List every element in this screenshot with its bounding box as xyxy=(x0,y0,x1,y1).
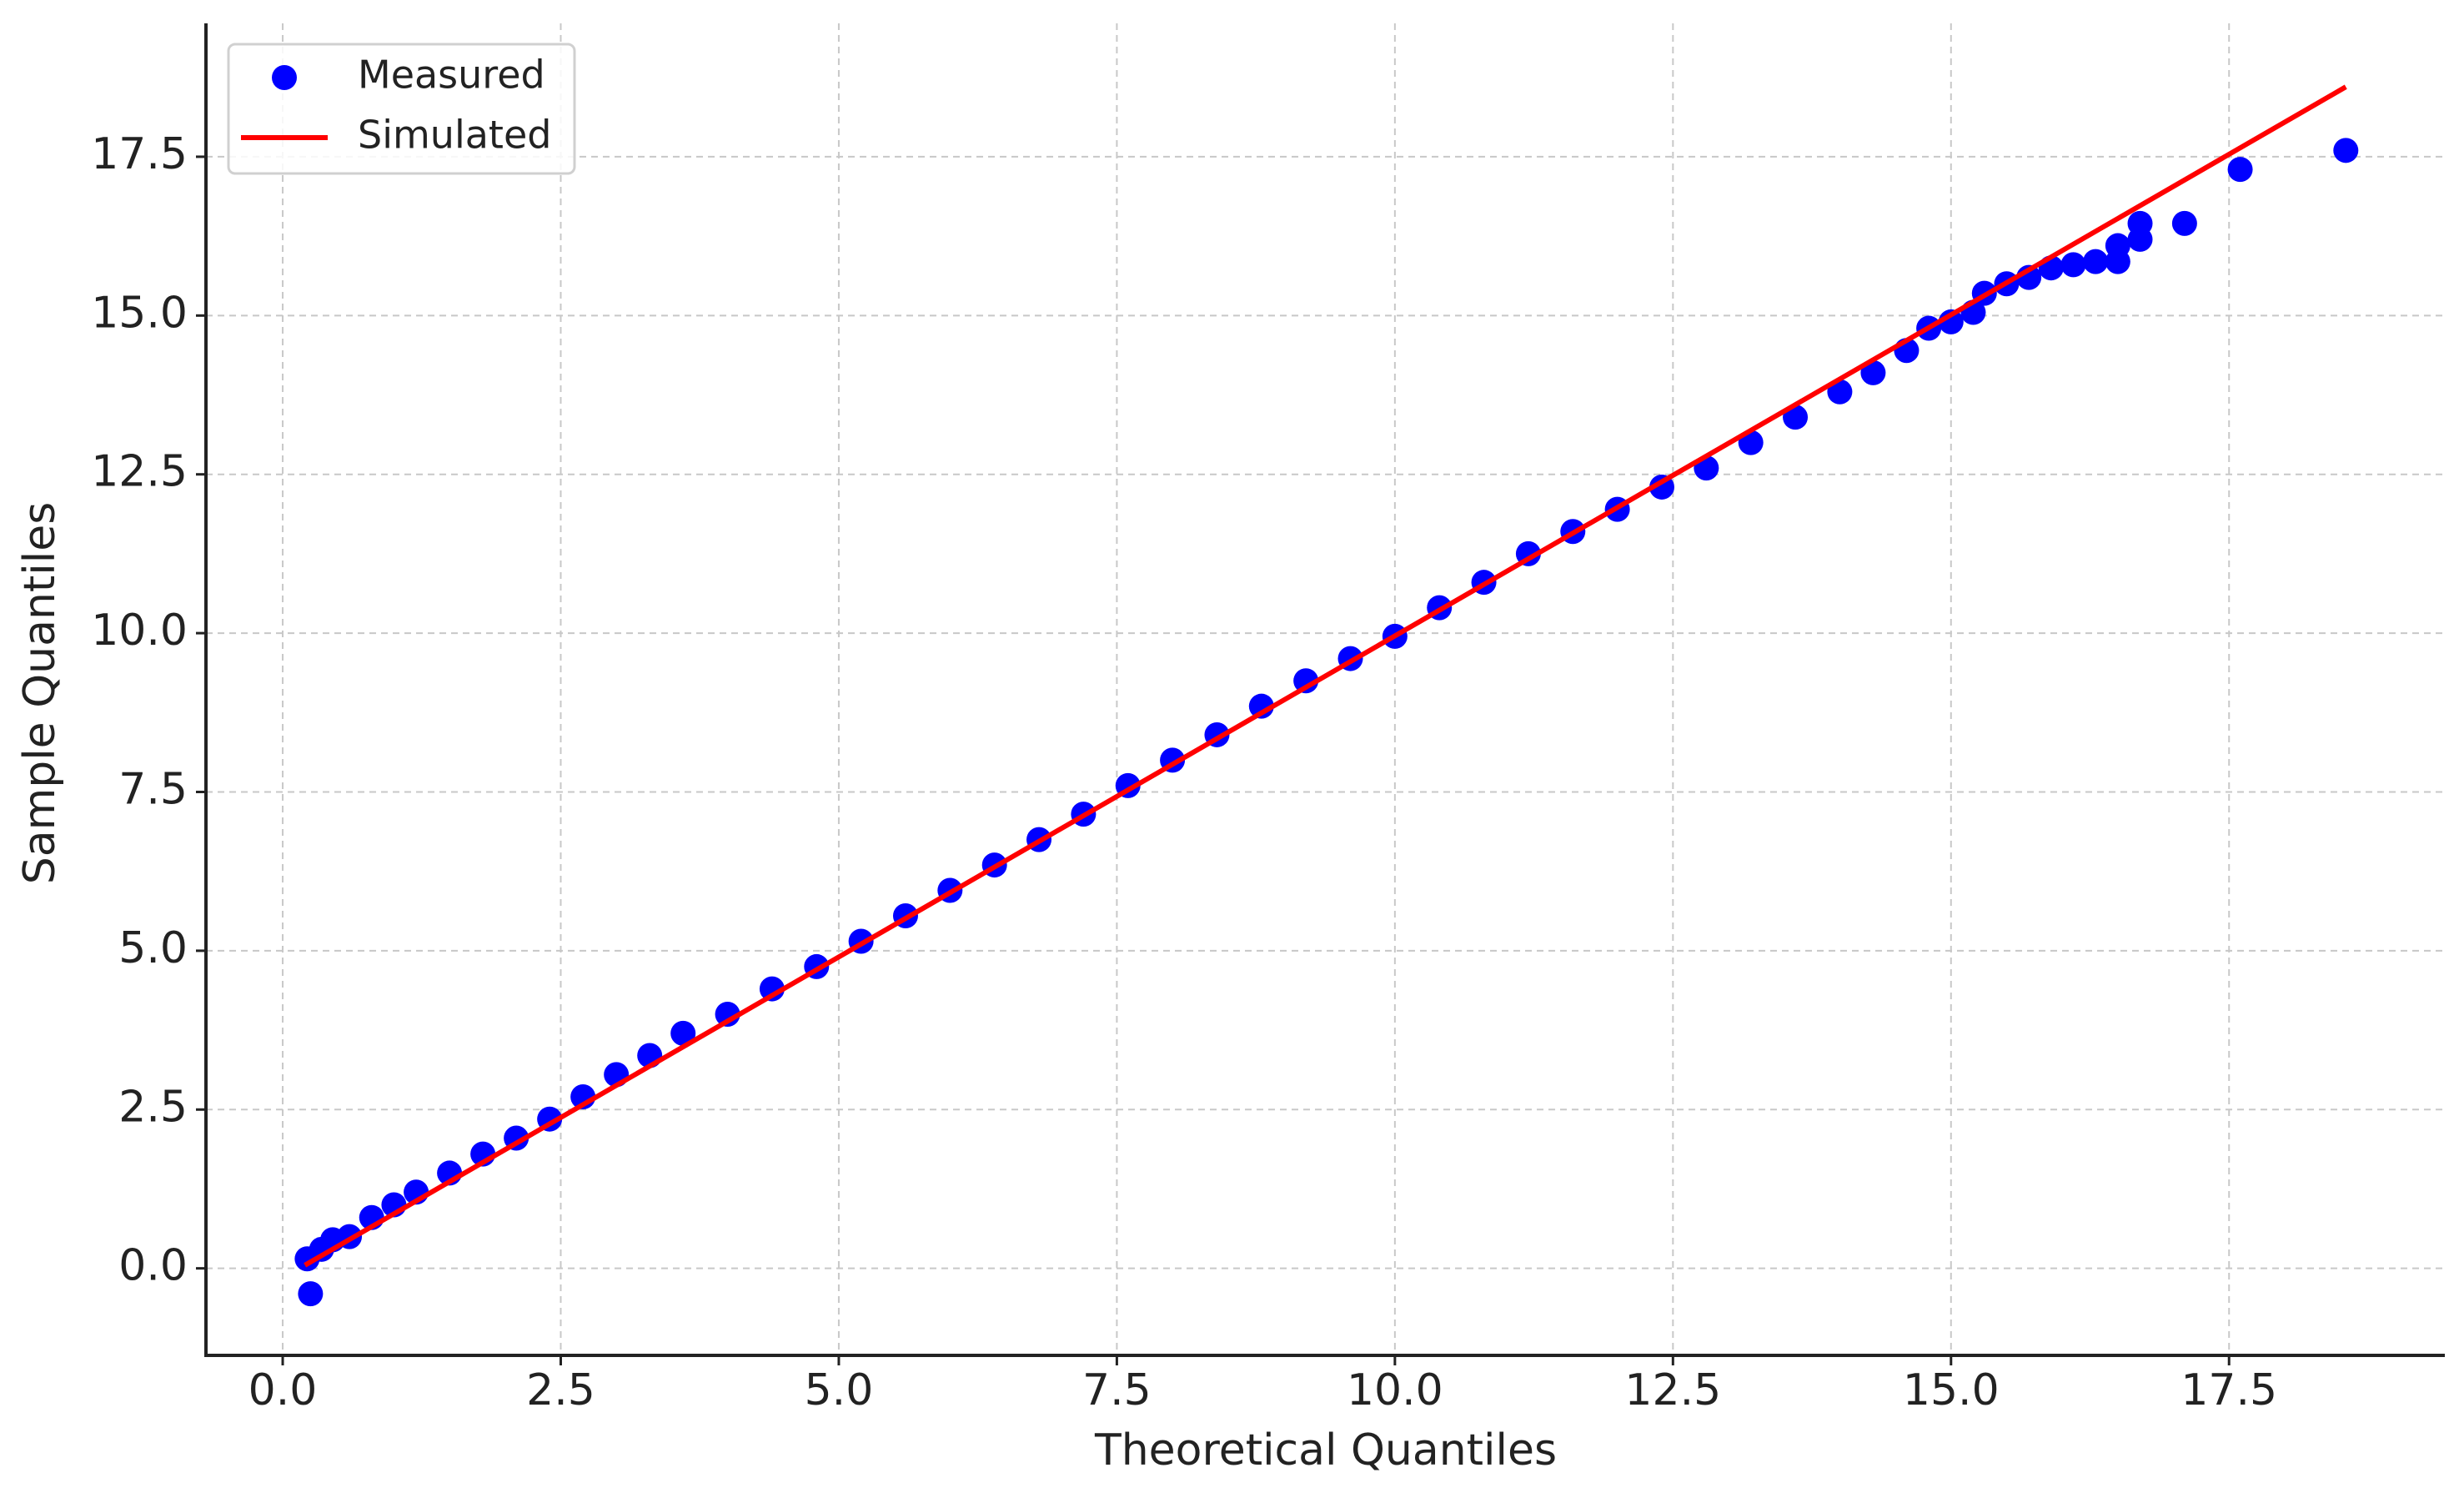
data-point xyxy=(759,976,785,1002)
y-tick-label: 5.0 xyxy=(118,923,188,973)
y-tick-label: 15.0 xyxy=(91,288,188,338)
legend-marker xyxy=(272,65,297,90)
data-point xyxy=(2105,233,2130,259)
data-point xyxy=(2227,157,2253,183)
x-tick-label: 7.5 xyxy=(1082,1365,1152,1415)
data-point xyxy=(2171,210,2197,236)
y-tick-label: 7.5 xyxy=(118,764,188,814)
data-point xyxy=(670,1020,696,1046)
data-point xyxy=(1860,359,1886,385)
x-tick-label: 12.5 xyxy=(1624,1365,1721,1415)
y-tick-label: 10.0 xyxy=(91,606,188,656)
x-axis-label: Theoretical Quantiles xyxy=(1094,1425,1557,1475)
legend-label: Simulated xyxy=(358,113,551,158)
legend-box xyxy=(227,43,576,175)
data-line xyxy=(304,84,2347,1268)
x-tick-label: 10.0 xyxy=(1347,1365,1443,1415)
x-tick-label: 2.5 xyxy=(526,1365,595,1415)
x-tick-label: 0.0 xyxy=(248,1365,318,1415)
data-point xyxy=(2127,210,2153,236)
data-point xyxy=(2333,138,2359,163)
data-point xyxy=(2083,249,2109,274)
data-point xyxy=(715,1002,740,1028)
data-point xyxy=(1293,668,1319,694)
y-tick-label: 2.5 xyxy=(118,1082,188,1132)
y-axis-label: Sample Quantiles xyxy=(15,502,65,885)
data-point xyxy=(2060,252,2086,278)
data-point xyxy=(298,1281,324,1307)
legend-label: Measured xyxy=(358,53,545,98)
y-tick-label: 17.5 xyxy=(91,129,188,179)
x-tick-label: 15.0 xyxy=(1903,1365,2000,1415)
data-point xyxy=(1248,693,1274,719)
x-tick-label: 17.5 xyxy=(2180,1365,2277,1415)
y-tick-label: 0.0 xyxy=(118,1241,188,1291)
y-tick-label: 12.5 xyxy=(91,447,188,497)
x-tick-label: 5.0 xyxy=(805,1365,874,1415)
